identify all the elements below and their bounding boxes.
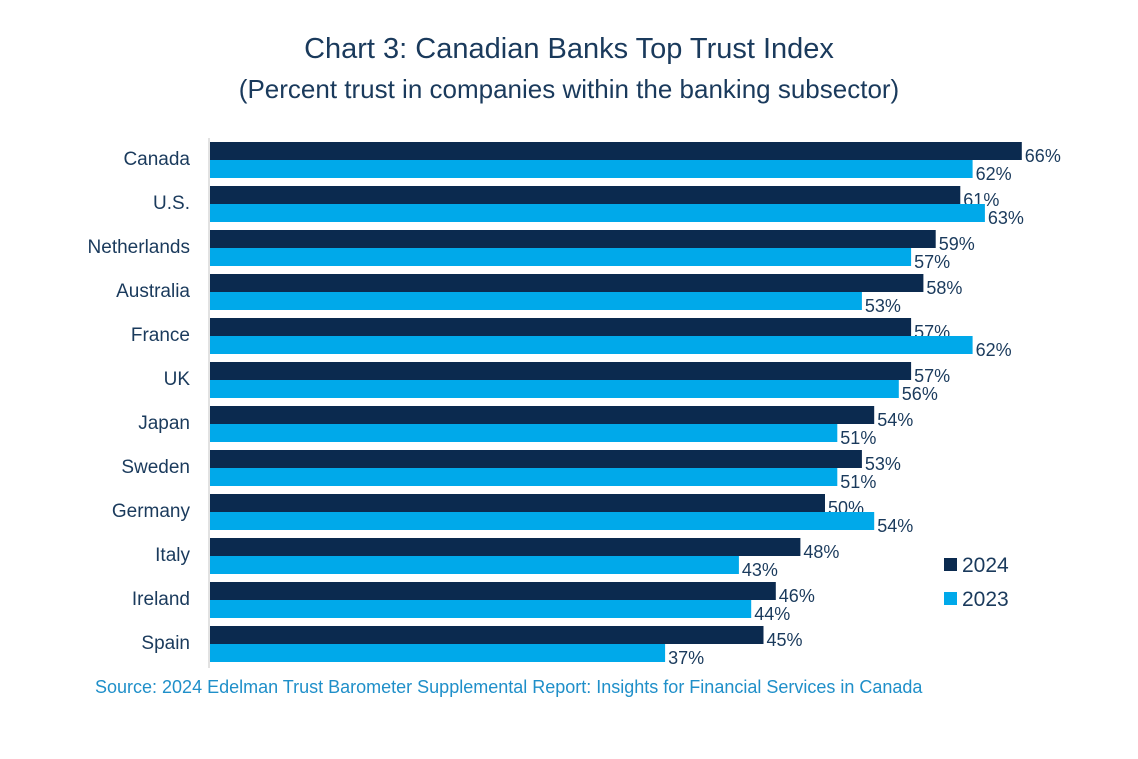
data-label-japan-2024: 54%	[877, 410, 913, 430]
category-label-australia: Australia	[116, 281, 190, 302]
data-label-italy-2024: 48%	[803, 542, 839, 562]
category-label-spain: Spain	[141, 633, 190, 654]
bar-canada-2024	[210, 142, 1022, 160]
bar-italy-2024	[210, 538, 801, 556]
category-label-france: France	[131, 325, 190, 346]
data-label-italy-2023: 43%	[742, 560, 778, 580]
category-label-sweden: Sweden	[121, 457, 190, 478]
category-label-canada: Canada	[123, 149, 190, 170]
bar-italy-2023	[210, 556, 739, 574]
data-label-netherlands-2024: 59%	[939, 234, 975, 254]
data-label-germany-2023: 54%	[877, 516, 913, 536]
bar-france-2023	[210, 336, 973, 354]
bar-spain-2023	[210, 644, 666, 662]
bar-sweden-2024	[210, 450, 862, 468]
data-label-france-2023: 62%	[976, 340, 1012, 360]
data-label-japan-2023: 51%	[840, 428, 876, 448]
data-label-australia-2023: 53%	[865, 296, 901, 316]
data-label-sweden-2024: 53%	[865, 454, 901, 474]
chart-title: Chart 3: Canadian Banks Top Trust Index	[304, 33, 834, 65]
data-label-u-s-2023: 63%	[988, 208, 1024, 228]
bar-uk-2024	[210, 362, 912, 380]
bar-netherlands-2023	[210, 248, 912, 266]
legend-swatch-2023	[944, 592, 957, 605]
bar-u-s-2023	[210, 204, 985, 222]
bar-uk-2023	[210, 380, 899, 398]
data-label-ireland-2023: 44%	[754, 604, 790, 624]
legend-label-2023: 2023	[962, 588, 1009, 611]
bar-germany-2024	[210, 494, 825, 512]
bar-ireland-2023	[210, 600, 752, 618]
data-label-canada-2024: 66%	[1025, 146, 1061, 166]
category-label-netherlands: Netherlands	[88, 237, 190, 258]
bar-u-s-2024	[210, 186, 961, 204]
category-label-uk: UK	[164, 369, 191, 390]
data-label-spain-2024: 45%	[767, 630, 803, 650]
data-label-uk-2024: 57%	[914, 366, 950, 386]
bar-spain-2024	[210, 626, 764, 644]
data-label-uk-2023: 56%	[902, 384, 938, 404]
data-label-australia-2024: 58%	[926, 278, 962, 298]
bar-japan-2024	[210, 406, 875, 424]
chart-subtitle: (Percent trust in companies within the b…	[238, 74, 900, 104]
bar-sweden-2023	[210, 468, 838, 486]
category-label-japan: Japan	[138, 413, 190, 434]
bar-france-2024	[210, 318, 912, 336]
bar-germany-2023	[210, 512, 875, 530]
data-label-sweden-2023: 51%	[840, 472, 876, 492]
data-label-ireland-2024: 46%	[779, 586, 815, 606]
bar-ireland-2024	[210, 582, 776, 600]
source-note: Source: 2024 Edelman Trust Barometer Sup…	[95, 677, 923, 697]
bar-australia-2024	[210, 274, 924, 292]
data-label-spain-2023: 37%	[668, 648, 704, 668]
data-label-canada-2023: 62%	[976, 164, 1012, 184]
bar-australia-2023	[210, 292, 862, 310]
bar-netherlands-2024	[210, 230, 936, 248]
category-label-u-s: U.S.	[153, 193, 190, 214]
category-label-ireland: Ireland	[132, 589, 190, 610]
bar-japan-2023	[210, 424, 838, 442]
legend-label-2024: 2024	[962, 554, 1009, 577]
category-label-germany: Germany	[112, 501, 191, 522]
category-label-italy: Italy	[155, 545, 190, 566]
bar-canada-2023	[210, 160, 973, 178]
data-label-netherlands-2023: 57%	[914, 252, 950, 272]
legend-swatch-2024	[944, 558, 957, 571]
